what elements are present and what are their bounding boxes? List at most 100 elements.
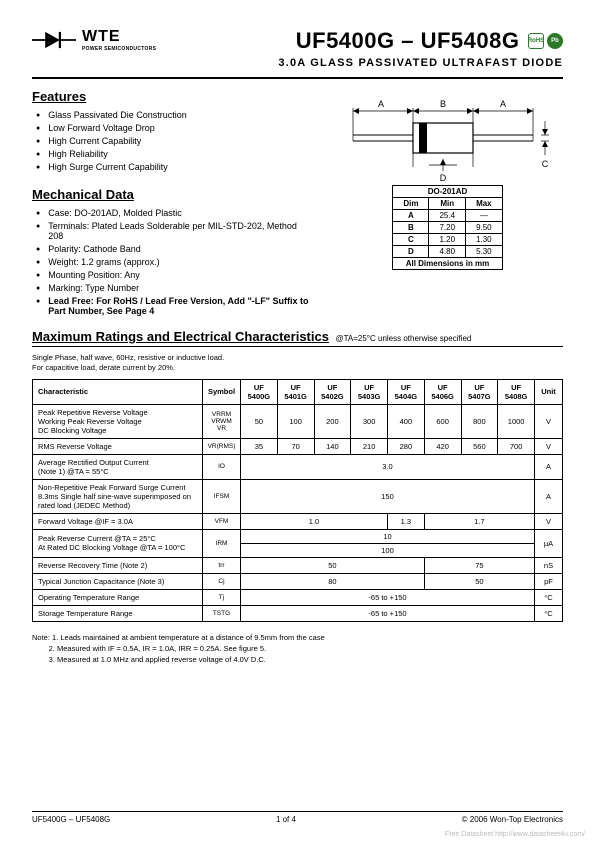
spec-header: UF 5406G [424,379,461,404]
spec-cell: Cj [203,573,241,589]
spec-cell: °C [535,605,563,621]
footer-left: UF5400G – UF5408G [32,815,110,824]
spec-header: UF 5407G [461,379,498,404]
diode-icon [32,28,76,52]
svg-text:D: D [439,173,446,183]
spec-cell: Reverse Recovery Time (Note 2) [33,557,203,573]
dim-cell: A [393,210,429,222]
spec-cell: Forward Voltage @IF = 3.0A [33,513,203,529]
header: WTE POWER SEMICONDUCTORS UF5400G – UF540… [32,28,563,69]
mechanical-item: Mounting Position: Any [36,268,312,281]
pb-badge-icon: Pb [547,33,563,49]
dim-package: DO-201AD [393,186,502,198]
max-ratings-title: Maximum Ratings and Electrical Character… [32,329,329,344]
notes: Note: 1. Leads maintained at ambient tem… [32,632,563,666]
mechanical-list: Case: DO-201AD, Molded Plastic Terminals… [32,206,312,317]
dim-cell: 1.30 [466,234,503,246]
spec-cell: Operating Temperature Range [33,589,203,605]
part-subtitle: 3.0A GLASS PASSIVATED ULTRAFAST DIODE [278,57,563,69]
spec-cell: -65 to +150 [241,589,535,605]
part-title: UF5400G – UF5408G [296,28,520,54]
max-ratings-condition: @TA=25°C unless otherwise specified [335,334,471,343]
spec-cell: -65 to +150 [241,605,535,621]
spec-cell: 200 [314,404,351,438]
spec-cell: IO [203,454,241,479]
footer-center: 1 of 4 [276,815,296,824]
spec-header: UF 5400G [241,379,278,404]
brand-subtitle: POWER SEMICONDUCTORS [82,46,156,52]
spec-cell: Peak Repetitive Reverse Voltage Working … [33,404,203,438]
spec-cell: 1000 [498,404,535,438]
spec-cell: Typical Junction Capacitance (Note 3) [33,573,203,589]
spec-cell: Non-Repetitive Peak Forward Surge Curren… [33,479,203,513]
spec-cell: 210 [351,438,388,454]
spec-cell: 35 [241,438,278,454]
brand-logo: WTE POWER SEMICONDUCTORS [32,28,156,52]
spec-cell: 400 [388,404,425,438]
dim-cell: 9.50 [466,222,503,234]
spec-cell: 800 [461,404,498,438]
divider [32,77,563,79]
note-item: 2. Measured with IF = 0.5A, IR = 1.0A, I… [49,644,266,653]
spec-cell: nS [535,557,563,573]
rohs-badge-icon: RoHS [528,33,544,49]
spec-cell: V [535,513,563,529]
spec-cell: A [535,479,563,513]
spec-cell: 50 [241,557,425,573]
spec-header: UF 5404G [388,379,425,404]
spec-row: Average Rectified Output Current (Note 1… [33,454,563,479]
spec-cell: VR(RMS) [203,438,241,454]
notes-label: Note: [32,633,50,642]
dim-cell: 4.80 [429,246,466,258]
spec-cell: µA [535,529,563,557]
spec-cell: 100 [277,404,314,438]
mechanical-item: Terminals: Plated Leads Solderable per M… [36,219,312,242]
spec-header: UF 5402G [314,379,351,404]
spec-cell: Peak Reverse Current @TA = 25°C At Rated… [33,529,203,557]
spec-cell: 150 [241,479,535,513]
dim-cell: 5.30 [466,246,503,258]
spec-row: Reverse Recovery Time (Note 2) trr 50 75… [33,557,563,573]
spec-cell: trr [203,557,241,573]
features-title: Features [32,89,312,104]
spec-cell: Storage Temperature Range [33,605,203,621]
mechanical-item: Case: DO-201AD, Molded Plastic [36,206,312,219]
spec-row: Operating Temperature Range Tj -65 to +1… [33,589,563,605]
svg-text:C: C [541,159,548,169]
spec-cell: 140 [314,438,351,454]
spec-cell: 75 [424,557,534,573]
spec-cell: Tj [203,589,241,605]
spec-header: UF 5401G [277,379,314,404]
max-ratings-sub: Single Phase, half wave, 60Hz, resistive… [32,353,563,373]
spec-row: Storage Temperature Range TSTG -65 to +1… [33,605,563,621]
spec-cell: 1.3 [388,513,425,529]
spec-table: Characteristic Symbol UF 5400G UF 5401G … [32,379,563,622]
watermark: Free Datasheet http://www.datasheet4u.co… [445,831,585,838]
note-item: 3. Measured at 1.0 MHz and applied rever… [49,655,266,664]
spec-cell: pF [535,573,563,589]
spec-cell: 10 100 [241,529,535,557]
spec-cell: 420 [424,438,461,454]
dim-cell: C [393,234,429,246]
spec-header: UF 5408G [498,379,535,404]
package-drawing-icon: A B A C [343,93,553,183]
spec-cell: RMS Reverse Voltage [33,438,203,454]
dimensions-table: DO-201AD Dim Min Max A25.4— B7.209.50 C1… [392,185,502,270]
spec-row: Peak Reverse Current @TA = 25°C At Rated… [33,529,563,557]
spec-cell: 80 [241,573,425,589]
spec-row: Forward Voltage @IF = 3.0A VFM 1.0 1.3 1… [33,513,563,529]
mechanical-title: Mechanical Data [32,187,312,202]
spec-cell: 1.7 [424,513,534,529]
svg-text:B: B [439,99,445,109]
footer-right: © 2006 Won-Top Electronics [462,815,563,824]
dim-header: Max [466,198,503,210]
feature-item: High Current Capability [36,134,312,147]
footer: UF5400G – UF5408G 1 of 4 © 2006 Won-Top … [32,811,563,824]
spec-cell: IFSM [203,479,241,513]
spec-cell: V [535,404,563,438]
spec-cell: Average Rectified Output Current (Note 1… [33,454,203,479]
dim-cell: D [393,246,429,258]
spec-cell: 50 [241,404,278,438]
spec-header: UF 5403G [351,379,388,404]
spec-header: Unit [535,379,563,404]
